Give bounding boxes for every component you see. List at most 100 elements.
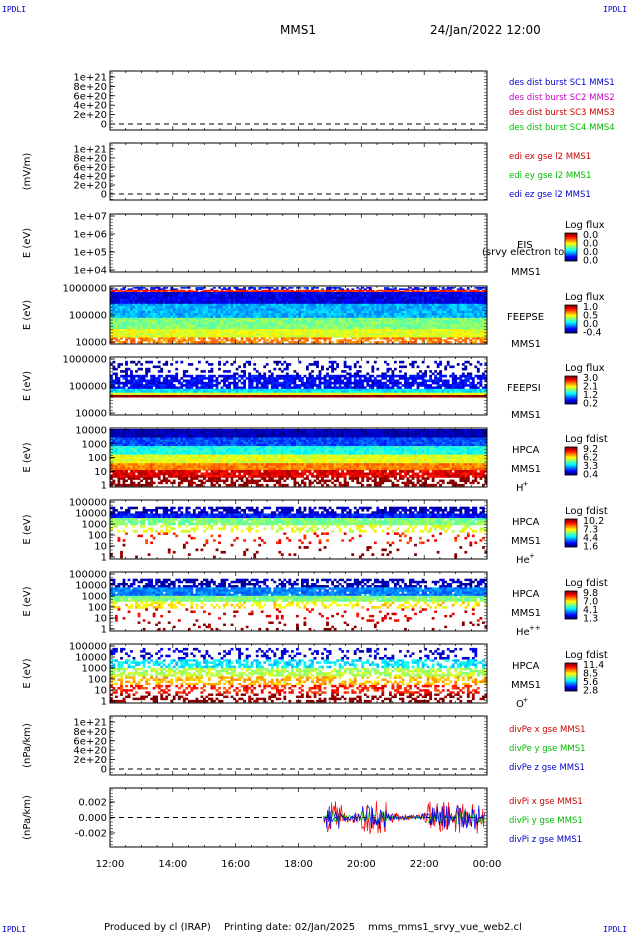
spectrogram-cell: [368, 326, 372, 330]
spectrogram-cell: [162, 301, 166, 305]
spectrogram-cell: [265, 306, 269, 309]
spectrogram-cell: [474, 329, 478, 332]
spectrogram-cell: [250, 322, 254, 325]
spectrogram-cell: [243, 289, 247, 292]
y-tick-label: 2e+20: [73, 110, 107, 121]
spectrogram-cell: [127, 313, 131, 316]
spectrogram-cell: [258, 301, 262, 305]
spectrogram-cell: [482, 331, 485, 334]
spectrogram-cell: [464, 303, 468, 307]
colorbar-step: [565, 317, 577, 319]
spectrogram-cell: [343, 377, 347, 380]
spectrogram-cell: [177, 294, 181, 298]
spectrogram-cell: [248, 294, 252, 298]
spectrogram-cell: [233, 296, 237, 300]
spectrogram-cell: [125, 379, 128, 383]
spectrogram-cell: [203, 337, 206, 340]
spectrogram-cell: [424, 313, 428, 316]
spectrogram-cell: [406, 296, 410, 300]
spectrogram-cell: [316, 339, 319, 342]
spectrogram-cell: [429, 339, 433, 342]
spectrogram-cell: [220, 303, 224, 307]
spectrogram-cell: [125, 367, 128, 371]
spectrogram-cell: [165, 374, 169, 378]
spectrogram-cell: [306, 313, 309, 316]
spectrogram-cell: [313, 292, 317, 295]
spectrogram-cell: [187, 381, 191, 385]
spectrogram-cell: [356, 308, 360, 312]
spectrogram-cell: [162, 292, 166, 295]
spectrogram-cell: [230, 381, 234, 385]
spectrogram-cell: [167, 379, 171, 383]
spectrogram-cell: [187, 322, 191, 325]
spectrogram-cell: [353, 331, 357, 334]
spectrogram-cell: [414, 331, 417, 334]
spectrogram-cell: [140, 374, 144, 378]
spectrogram-cell: [306, 308, 309, 312]
spectrogram-cell: [434, 292, 438, 295]
spectrogram-cell: [363, 306, 367, 309]
spectrogram-cell: [436, 331, 440, 334]
spectrogram-cell: [318, 333, 322, 336]
spectrogram-cell: [394, 337, 397, 340]
spectrogram-cell: [474, 331, 478, 334]
spectrogram-cell: [384, 296, 387, 300]
spectrogram-cell: [318, 386, 322, 390]
spectrogram-cell: [366, 313, 370, 316]
spectrogram-cell: [426, 335, 430, 338]
spectrogram-cell: [213, 320, 216, 323]
spectrogram-cell: [117, 377, 121, 380]
colorbar-step: [565, 256, 577, 258]
spectrogram-cell: [243, 317, 247, 321]
spectrogram-cell: [406, 317, 410, 321]
spectrogram-cell: [353, 320, 357, 323]
spectrogram-cell: [333, 384, 337, 387]
spectrogram-cell: [323, 292, 327, 295]
spectrogram-cell: [142, 333, 146, 336]
spectrogram-cell: [353, 296, 357, 300]
spectrogram-cell: [331, 322, 335, 325]
spectrogram-cell: [466, 324, 470, 328]
spectrogram-cell: [165, 287, 169, 289]
spectrogram-cell: [298, 320, 302, 323]
spectrogram-cell: [208, 335, 211, 338]
spectrogram-cell: [112, 313, 116, 316]
spectrogram-cell: [117, 292, 121, 295]
spectrogram-cell: [321, 308, 324, 312]
spectrogram-cell: [157, 384, 161, 387]
spectrogram-cell: [313, 313, 317, 316]
spectrogram-cell: [185, 296, 189, 300]
spectrogram-cell: [308, 308, 312, 312]
spectrogram-cell: [210, 377, 214, 380]
spectrogram-cell: [454, 296, 458, 300]
spectrogram-cell: [162, 303, 166, 307]
spectrogram-cell: [225, 299, 229, 302]
spectrogram-cell: [177, 322, 181, 325]
spectrogram-cell: [280, 306, 284, 309]
spectrogram-cell: [165, 299, 169, 302]
spectrogram-cell: [218, 308, 221, 312]
spectrogram-cell: [431, 289, 435, 292]
spectrogram-cell: [326, 299, 329, 302]
spectrogram-cell: [384, 333, 387, 336]
spectrogram-cell: [331, 386, 335, 390]
spectrogram-cell: [358, 299, 362, 302]
spectrogram-cell: [368, 324, 372, 328]
spectrogram-cell: [416, 288, 420, 291]
spectrogram-cell: [464, 360, 468, 364]
spectrogram-cell: [132, 386, 136, 390]
spectrogram-cell: [203, 335, 206, 338]
spectrogram-cell: [280, 292, 284, 295]
spectrogram-cell: [238, 288, 242, 291]
spectrogram-cell: [268, 310, 272, 314]
spectrogram-cell: [444, 329, 448, 332]
spectrogram-cell: [243, 290, 247, 293]
spectrogram-cell: [389, 301, 392, 305]
spectrogram-cell: [235, 310, 239, 314]
spectrogram-cell: [130, 341, 133, 344]
spectrogram-cell: [358, 341, 362, 344]
spectrogram-cell: [376, 292, 380, 295]
spectrogram-cell: [238, 326, 242, 330]
spectrogram-cell: [275, 299, 279, 302]
spectrogram-cell: [356, 303, 360, 307]
